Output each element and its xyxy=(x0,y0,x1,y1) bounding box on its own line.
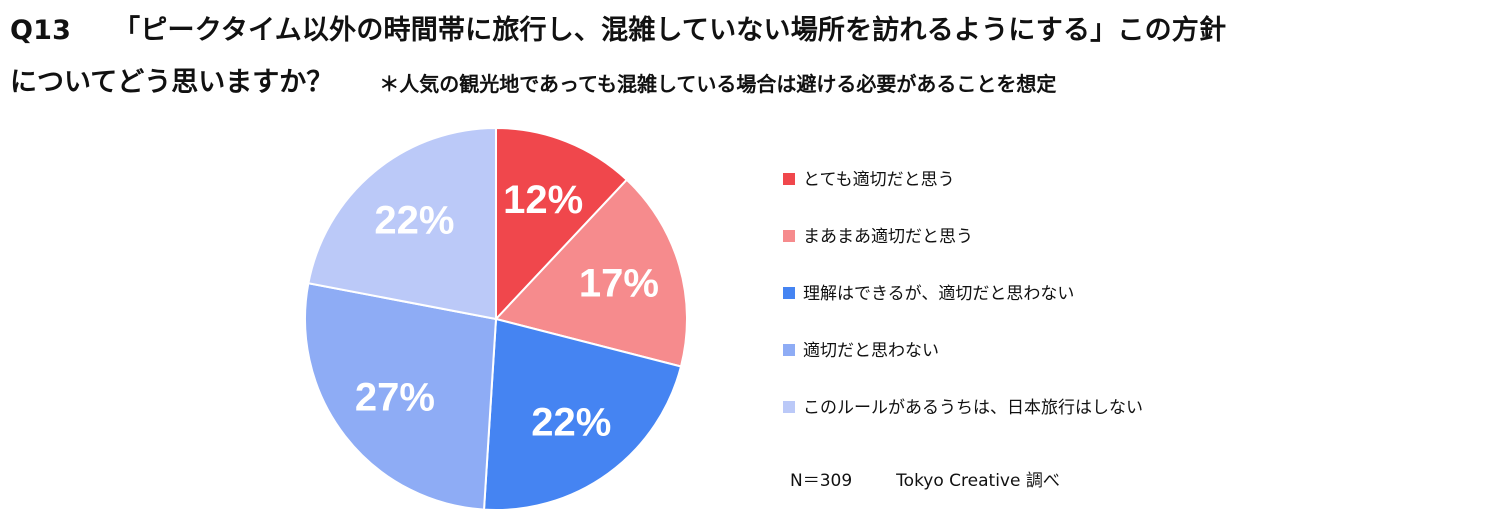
pie-slice-2 xyxy=(482,317,683,511)
legend-swatch xyxy=(783,401,795,413)
chart-title-line1: Q13 「ピークタイム以外の時間帯に旅行し、混雑していない場所を訪れるようにする」… xyxy=(10,8,1226,47)
survey-credit: Tokyo Creative 調べ xyxy=(896,471,1060,491)
pie-slice-0 xyxy=(495,126,629,322)
question-text-line1: 「ピークタイム以外の時間帯に旅行し、混雑していない場所を訪れるようにする」この方… xyxy=(113,15,1227,46)
pie-slice-1 xyxy=(494,178,688,368)
legend-item-2: 理解はできるが、適切だと思わない xyxy=(783,282,1074,306)
legend-swatch xyxy=(783,287,795,299)
legend-label: まあまあ適切だと思う xyxy=(803,227,973,247)
question-number: Q13 xyxy=(10,15,72,46)
pie-slice-4 xyxy=(307,126,497,321)
slice-label-4: 22% xyxy=(374,198,454,242)
legend-label: 適切だと思わない xyxy=(803,341,939,361)
assumption-note: ＊人気の観光地であっても混雑している場合は避ける必要があることを想定 xyxy=(379,72,1057,96)
slice-label-3: 27% xyxy=(355,375,435,419)
legend-item-0: とても適切だと思う xyxy=(783,168,955,192)
legend-swatch xyxy=(783,344,795,356)
legend-swatch xyxy=(783,230,795,242)
legend-item-4: このルールがあるうちは、日本旅行はしない xyxy=(783,396,1143,420)
pie-slice-3 xyxy=(304,282,498,511)
chart-title-line2: についてどう思いますか？ ＊人気の観光地であっても混雑している場合は避ける必要があ… xyxy=(10,60,1056,99)
question-text-line2: についてどう思いますか？ xyxy=(10,67,334,98)
slice-label-1: 17% xyxy=(579,261,659,305)
legend-item-3: 適切だと思わない xyxy=(783,339,939,363)
legend-swatch xyxy=(783,173,795,185)
slice-label-0: 12% xyxy=(503,178,583,222)
legend-item-1: まあまあ適切だと思う xyxy=(783,225,973,249)
sample-size: N＝309 xyxy=(790,471,853,491)
legend-label: とても適切だと思う xyxy=(803,170,955,190)
slice-label-2: 22% xyxy=(531,401,611,445)
source-note: N＝309 Tokyo Creative 調べ xyxy=(790,466,1060,491)
legend-label: このルールがあるうちは、日本旅行はしない xyxy=(803,398,1143,418)
legend-label: 理解はできるが、適切だと思わない xyxy=(803,284,1075,304)
